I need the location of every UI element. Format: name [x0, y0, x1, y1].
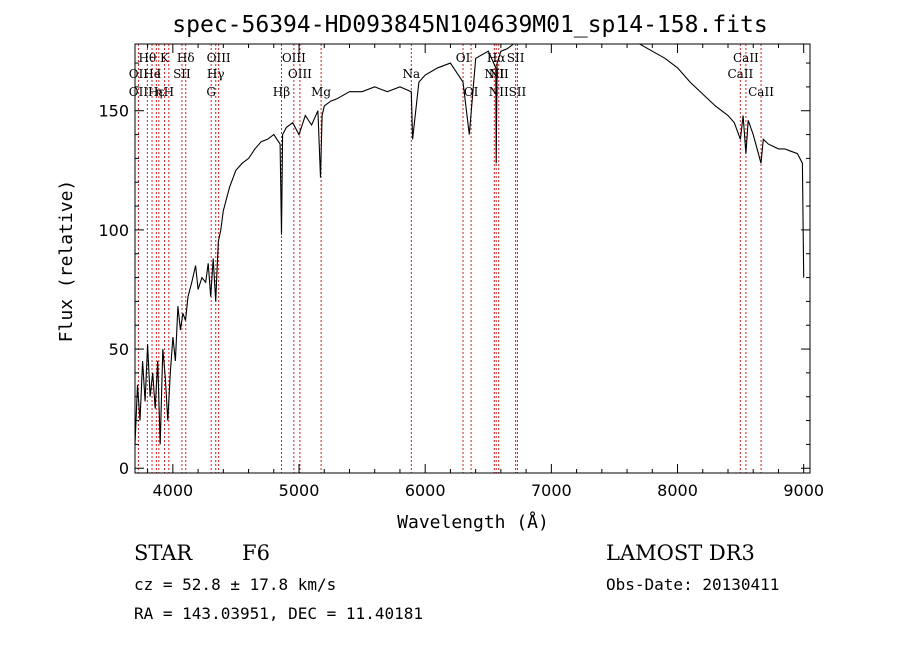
spectral-line-markers	[137, 44, 762, 473]
spectral-line-label: NII	[489, 67, 509, 81]
x-tick-label: 4000	[152, 481, 193, 500]
spectral-line-label: SII	[509, 85, 527, 99]
spectral-line-label: Hθ	[139, 51, 157, 65]
spectral-line-label: OI	[464, 85, 479, 99]
spectral-line-label: Hβ	[273, 85, 290, 99]
spectral-line-label: Hδ	[177, 51, 195, 65]
spectral-line-label: H	[164, 85, 174, 99]
observation-date: Obs-Date: 20130411	[606, 575, 779, 594]
spectral-line-label: OII	[129, 85, 149, 99]
spectral-line-label: η	[155, 85, 162, 99]
spectral-line-label: G	[206, 85, 216, 99]
spectral-line-label: NII	[489, 85, 509, 99]
spectral-line-label: SII	[173, 67, 191, 81]
survey-name: LAMOST DR3	[606, 541, 755, 565]
spectral-line-label: OIII	[207, 51, 231, 65]
spectral-line-label: I	[156, 67, 161, 81]
spectral-line-label: Hγ	[207, 67, 225, 81]
spectral-line-label: OII	[129, 67, 149, 81]
spectral-line-label: CaII	[733, 51, 759, 65]
plot-frame	[134, 43, 811, 474]
spectral-line-label: He	[143, 67, 161, 81]
spectrum-series-line	[134, 43, 805, 445]
spectral-line-label: Na	[402, 67, 420, 81]
coordinates: RA = 143.03951, DEC = 11.40181	[134, 604, 423, 623]
y-tick-label: 100	[98, 221, 129, 240]
y-tick-label: 50	[109, 340, 129, 359]
x-tick-label: 7000	[531, 481, 572, 500]
y-tick-label: 0	[119, 459, 129, 478]
x-axis-ticks: 4000 5000 6000 7000 8000 9000	[147, 44, 824, 500]
spectral-line-label: CaII	[748, 85, 774, 99]
y-axis-ticks: 0 50 100 150	[98, 62, 810, 478]
x-tick-label: 9000	[783, 481, 824, 500]
x-tick-label: 8000	[657, 481, 698, 500]
spectral-line-label: OIII	[282, 51, 306, 65]
spectral-line-label: NII	[484, 67, 504, 81]
y-tick-label: 150	[98, 102, 129, 121]
y-axis-label: Flux (relative)	[56, 180, 77, 343]
spectral-line-label: OI	[456, 51, 471, 65]
x-axis-label: Wavelength (Å)	[397, 511, 549, 533]
x-tick-label: 5000	[279, 481, 320, 500]
spectral-line-label: K	[160, 51, 170, 65]
object-subclass: F6	[242, 541, 270, 565]
object-class: STAR	[134, 541, 193, 565]
redshift-velocity: cz = 52.8 ± 17.8 km/s	[134, 575, 336, 594]
spectral-line-label: Mg	[311, 85, 331, 99]
spectral-line-label: Hε	[148, 85, 165, 99]
spectral-line-label: Hα	[487, 51, 506, 65]
spectral-line-label: CaII	[727, 67, 753, 81]
spectral-line-label: SII	[507, 51, 525, 65]
x-tick-label: 6000	[405, 481, 446, 500]
spectral-line-label: OIII	[288, 67, 312, 81]
chart-title: spec-56394-HD093845N104639M01_sp14-158.f…	[172, 12, 767, 38]
